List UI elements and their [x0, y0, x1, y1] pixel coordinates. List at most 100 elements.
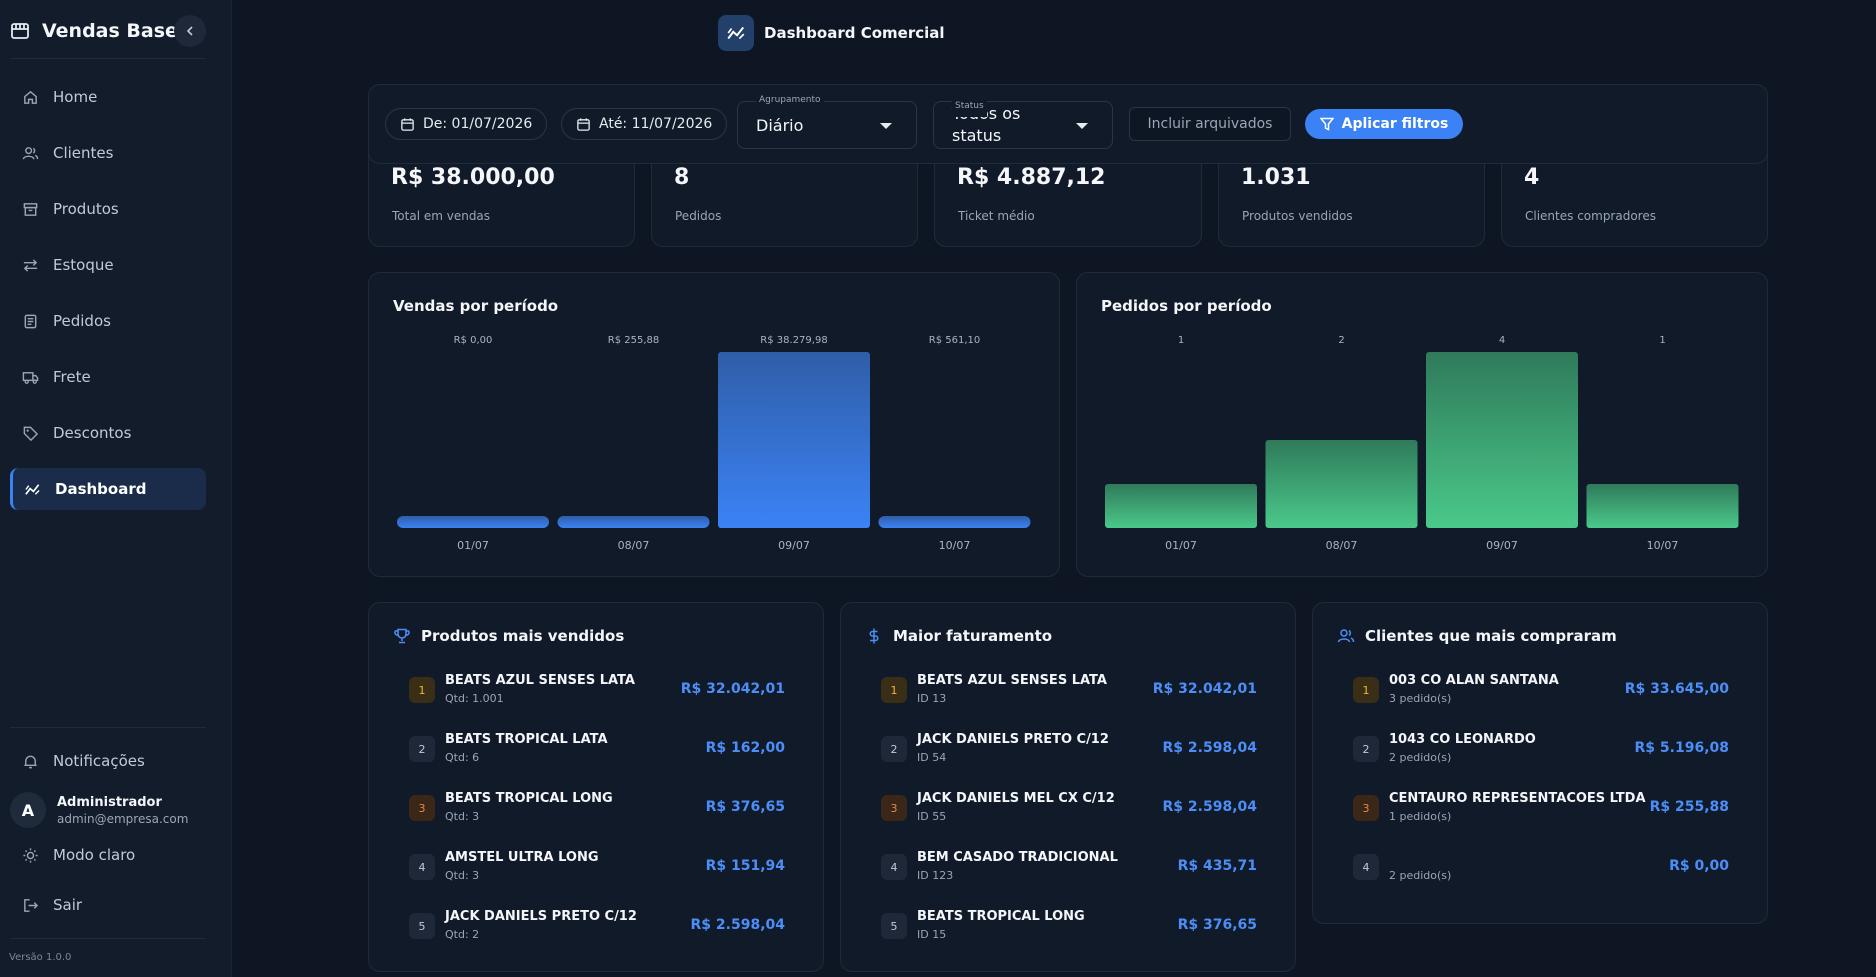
sidebar-item-clientes[interactable]: Clientes: [10, 132, 206, 174]
bar[interactable]: [1586, 484, 1739, 528]
sidebar-item-home[interactable]: Home: [10, 76, 206, 118]
status-value-2: status: [952, 126, 1002, 145]
notifications-button[interactable]: Notificações: [10, 745, 206, 777]
kpi-value: 8: [674, 165, 690, 190]
sidebar-item-dashboard[interactable]: Dashboard: [10, 468, 206, 510]
item-name: CENTAURO REPRESENTACOES LTDA: [1389, 791, 1646, 806]
sidebar-item-pedidos[interactable]: Pedidos: [10, 300, 206, 342]
sidebar-item-frete[interactable]: Frete: [10, 356, 206, 398]
divider: [10, 58, 206, 59]
bell-icon: [24, 755, 37, 768]
sidebar-item-produtos[interactable]: Produtos: [10, 188, 206, 230]
kpi-label: Pedidos: [675, 209, 722, 223]
list-item[interactable]: 4 BEM CASADO TRADICIONAL ID 123 R$ 435,71: [881, 848, 1257, 888]
x-tick-label: 10/07: [939, 539, 971, 552]
rank-badge: 1: [881, 677, 907, 703]
arrows-icon: [23, 258, 38, 272]
rank-badge: 4: [881, 854, 907, 880]
brand[interactable]: Vendas Base: [10, 16, 210, 46]
list-item[interactable]: 2 JACK DANIELS PRETO C/12 ID 54 R$ 2.598,04: [881, 730, 1257, 770]
bar[interactable]: [1265, 440, 1418, 528]
filter-icon: [1319, 117, 1334, 131]
dollar-icon: [869, 628, 879, 644]
chart-title: Vendas por período: [393, 297, 559, 315]
sidebar-item-descontos[interactable]: Descontos: [10, 412, 206, 454]
list-item[interactable]: 1 BEATS AZUL SENSES LATA ID 13 R$ 32.042,01: [881, 671, 1257, 711]
bar[interactable]: [1105, 484, 1257, 528]
user-profile[interactable]: A Administrador admin@empresa.com: [10, 789, 206, 831]
include-archived-toggle[interactable]: Incluir arquivados: [1129, 107, 1291, 141]
theme-toggle-button[interactable]: Modo claro: [10, 839, 206, 871]
notifications-label: Notificações: [53, 752, 145, 770]
apply-filters-label: Aplicar filtros: [1341, 116, 1449, 132]
sidebar-item-estoque[interactable]: Estoque: [10, 244, 206, 286]
bar[interactable]: [397, 516, 549, 528]
list-item[interactable]: 3 CENTAURO REPRESENTACOES LTDA 1 pedido(s)…: [1353, 789, 1729, 829]
rank-badge: 1: [1353, 677, 1379, 703]
item-detail: Qtd: 3: [445, 810, 480, 823]
data-label: R$ 561,10: [929, 335, 980, 346]
truck-icon: [22, 371, 39, 384]
apply-filters-button[interactable]: Aplicar filtros: [1305, 109, 1463, 139]
kpi-label: Ticket médio: [958, 209, 1035, 223]
kpi-value: 4: [1524, 165, 1540, 190]
data-label: R$ 255,88: [608, 335, 659, 346]
list-title-label: Clientes que mais compraram: [1365, 627, 1617, 645]
date-from-label: De: 01/07/2026: [423, 116, 533, 132]
item-detail: Qtd: 1.001: [445, 692, 504, 705]
clipboard-icon: [24, 314, 37, 328]
sales-chart-card: Vendas por período R$ 0,00 01/07 R$ 255,88…: [368, 272, 1060, 577]
item-detail: ID 123: [917, 869, 954, 882]
item-value: R$ 2.598,04: [690, 917, 785, 933]
grouping-select[interactable]: Agrupamento Diário: [737, 95, 917, 149]
date-to-picker[interactable]: Até: 11/07/2026: [561, 108, 728, 140]
logout-button[interactable]: Sair: [10, 889, 206, 921]
bar[interactable]: [557, 516, 710, 528]
item-value: R$ 2.598,04: [1162, 740, 1257, 756]
kpi-value: R$ 4.887,12: [957, 165, 1106, 190]
list-item[interactable]: 1 BEATS AZUL SENSES LATA Qtd: 1.001 R$ 32.0…: [409, 671, 785, 711]
collapse-sidebar-button[interactable]: [174, 15, 206, 47]
sales-bar-chart: R$ 0,00 01/07 R$ 255,88 08/07 R$ 38.279,98 09…: [397, 335, 1031, 552]
list-item[interactable]: 2 1043 CO LEONARDO 2 pedido(s) R$ 5.196,08: [1353, 730, 1729, 770]
item-value: R$ 162,00: [705, 740, 785, 756]
x-tick-label: 08/07: [618, 539, 650, 552]
chart-icon: [25, 483, 40, 495]
bar[interactable]: [878, 516, 1031, 528]
date-from-picker[interactable]: De: 01/07/2026: [385, 108, 548, 140]
list-item[interactable]: 3 JACK DANIELS MEL CX C/12 ID 55 R$ 2.598,0…: [881, 789, 1257, 829]
rank-badge: 3: [1353, 795, 1379, 821]
list-item[interactable]: 5 BEATS TROPICAL LONG ID 15 R$ 376,65: [881, 907, 1257, 947]
item-name: BEATS AZUL SENSES LATA: [917, 673, 1107, 688]
rank-badge: 5: [881, 913, 907, 939]
header-chart-icon: [718, 15, 754, 51]
list-title: Maior faturamento: [865, 627, 1052, 645]
kpi-label: Total em vendas: [392, 209, 491, 223]
item-detail: 3 pedido(s): [1389, 692, 1452, 705]
chart-title: Pedidos por período: [1101, 297, 1272, 315]
list-item[interactable]: 5 JACK DANIELS PRETO C/12 Qtd: 2 R$ 2.598,0…: [409, 907, 785, 947]
list-title: Produtos mais vendidos: [393, 627, 624, 645]
sun-icon: [23, 847, 38, 863]
bar[interactable]: [718, 352, 870, 528]
status-select[interactable]: Status Todos os status: [933, 95, 1113, 149]
item-value: R$ 0,00: [1669, 858, 1729, 874]
list-item[interactable]: 3 BEATS TROPICAL LONG Qtd: 3 R$ 376,65: [409, 789, 785, 829]
list-item[interactable]: 4 AMSTEL ULTRA LONG Qtd: 3 R$ 151,94: [409, 848, 785, 888]
item-name: JACK DANIELS PRETO C/12: [917, 732, 1109, 747]
top-customers-card: Clientes que mais compraram 1 003 CO ALAN…: [1312, 602, 1768, 924]
list-item[interactable]: 2 BEATS TROPICAL LATA Qtd: 6 R$ 162,00: [409, 730, 785, 770]
bar[interactable]: [1426, 352, 1578, 528]
sidebar: Vendas Base Home Clientes Produtos Estoq…: [0, 0, 232, 977]
sidebar-item-label: Dashboard: [55, 480, 147, 498]
sidebar-item-label: Descontos: [53, 424, 132, 442]
list-item[interactable]: 4 2 pedido(s) R$ 0,00: [1353, 848, 1729, 888]
sidebar-item-label: Home: [53, 88, 98, 106]
list-item[interactable]: 1 003 CO ALAN SANTANA 3 pedido(s) R$ 33.645…: [1353, 671, 1729, 711]
item-value: R$ 33.645,00: [1624, 681, 1729, 697]
tag-icon: [23, 426, 39, 441]
sidebar-item-label: Frete: [53, 368, 91, 386]
logout-icon: [24, 898, 39, 912]
list-title: Clientes que mais compraram: [1337, 627, 1617, 645]
list-title-label: Maior faturamento: [893, 627, 1053, 645]
